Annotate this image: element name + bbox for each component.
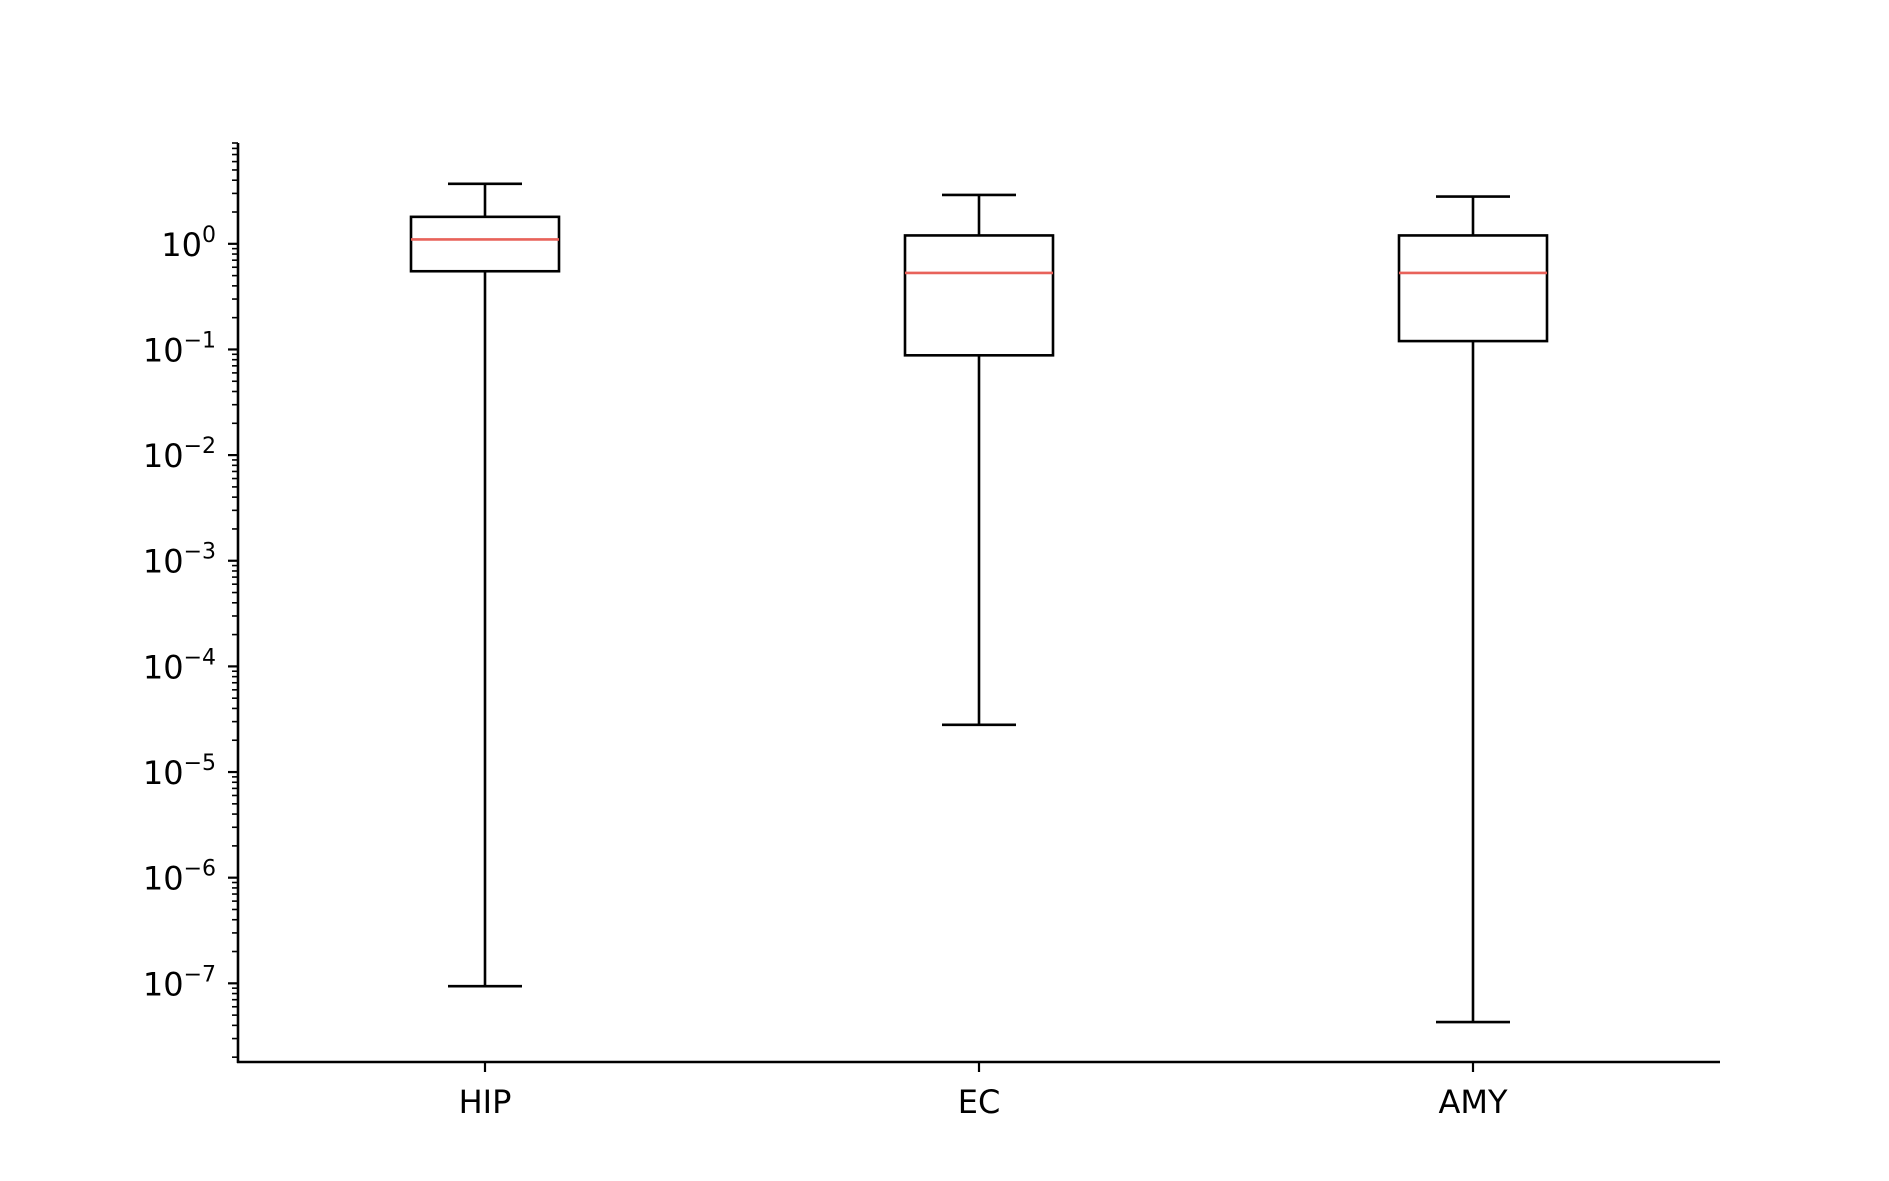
y-tick-label: 10−6 (143, 857, 216, 898)
x-tick-label: HIP (459, 1083, 512, 1121)
axes (228, 142, 1720, 1072)
y-tick-label: 10−5 (143, 751, 216, 792)
iqr-box (903, 234, 1055, 357)
y-tick-label: 10−1 (143, 328, 216, 369)
y-tick-label: 10−7 (143, 962, 216, 1003)
y-tick-label: 10−2 (143, 434, 216, 475)
box-hip (409, 182, 561, 988)
box-amy (1397, 195, 1549, 1024)
y-tick-label: 10−3 (143, 540, 216, 581)
iqr-box (409, 215, 561, 273)
y-tick-label: 100 (161, 223, 216, 264)
y-tick-label: 10−4 (143, 645, 216, 686)
box-ec (903, 193, 1055, 727)
x-tick-label: AMY (1438, 1083, 1508, 1121)
x-tick-label: EC (958, 1083, 1001, 1121)
tick-labels: 100 10−1 10−2 10−3 10−4 10−5 10−6 10−7 HIP EC AMY (143, 223, 1508, 1121)
boxes (409, 182, 1549, 1024)
iqr-box (1397, 234, 1549, 343)
